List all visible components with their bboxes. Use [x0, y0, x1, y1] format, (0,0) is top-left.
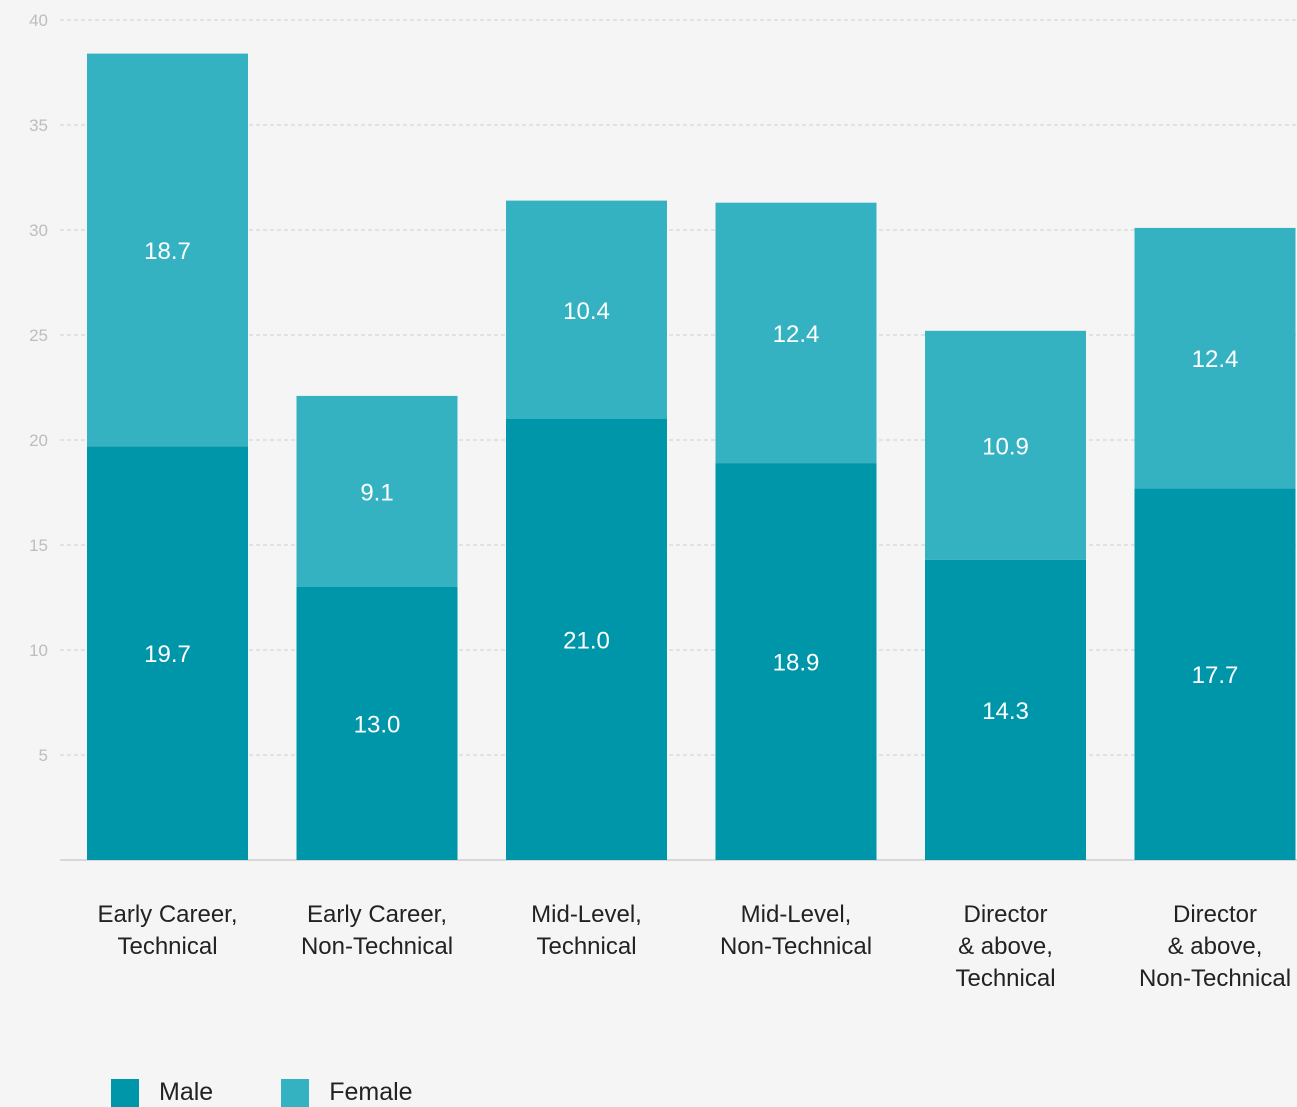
data-label-male-1: 13.0 — [354, 712, 401, 739]
legend-item-male: Male — [111, 1078, 213, 1107]
bar-female-3 — [715, 202, 877, 464]
data-label-female-3: 12.4 — [773, 321, 820, 348]
legend-item-female: Female — [281, 1078, 413, 1107]
x-category-label-line: Mid-Level, — [531, 901, 642, 928]
legend-label-female: Female — [329, 1078, 413, 1106]
legend: Male Female — [111, 1078, 481, 1107]
y-tick-label: 30 — [29, 221, 48, 240]
bar-male-5 — [1134, 488, 1296, 860]
y-tick-label: 35 — [29, 116, 48, 135]
data-label-female-0: 18.7 — [144, 238, 191, 265]
data-label-female-5: 12.4 — [1192, 346, 1239, 373]
legend-swatch-male — [111, 1078, 139, 1107]
bar-female-2 — [506, 200, 667, 419]
data-label-male-2: 21.0 — [563, 628, 610, 655]
x-category-label-line: Early Career, — [97, 901, 237, 928]
data-label-female-2: 10.4 — [563, 298, 610, 325]
y-tick-label: 10 — [29, 641, 48, 660]
bar-female-1 — [296, 395, 458, 587]
y-tick-label: 5 — [39, 746, 48, 765]
x-category-label-line: & above, — [958, 933, 1053, 960]
data-label-male-0: 19.7 — [144, 641, 191, 668]
x-category-label-0: Early Career, Technical — [97, 901, 237, 960]
x-category-label-line: Technical — [536, 933, 636, 960]
data-label-female-4: 10.9 — [982, 433, 1029, 460]
y-tick-label: 20 — [29, 431, 48, 450]
y-tick-label: 25 — [29, 326, 48, 345]
y-tick-label: 15 — [29, 536, 48, 555]
legend-label-male: Male — [159, 1078, 214, 1106]
legend-swatch-female — [281, 1078, 310, 1107]
bar-male-3 — [715, 463, 877, 860]
x-category-label-3: Mid-Level, Non-Technical — [720, 901, 872, 960]
x-category-label-line: Non-Technical — [1139, 965, 1291, 992]
x-category-label-line: Director — [963, 901, 1047, 928]
bar-male-1 — [296, 587, 458, 860]
bar-male-0 — [87, 446, 248, 860]
x-category-label-1: Early Career, Non-Technical — [301, 901, 453, 960]
stacked-bar-chart: 5 10 15 20 25 30 35 40 19.7 18.7 Early Career, Tech… — [29, 11, 1297, 992]
x-category-label-line: Director — [1173, 901, 1257, 928]
x-category-label-4: Director & above, Technical — [955, 901, 1055, 992]
x-category-label-line: Technical — [117, 933, 217, 960]
data-label-male-5: 17.7 — [1192, 662, 1239, 689]
x-category-label-line: Non-Technical — [720, 933, 872, 960]
bar-male-2 — [506, 419, 667, 860]
bar-female-4 — [925, 330, 1086, 560]
data-label-male-3: 18.9 — [773, 650, 820, 677]
x-category-label-5: Director & above, Non-Technical — [1139, 901, 1291, 992]
bar-female-0 — [87, 53, 248, 447]
x-category-label-line: & above, — [1168, 933, 1263, 960]
bar-female-5 — [1134, 227, 1296, 489]
x-category-label-line: Non-Technical — [301, 933, 453, 960]
y-tick-label: 40 — [29, 11, 48, 30]
x-category-label-2: Mid-Level, Technical — [531, 901, 642, 960]
x-category-label-line: Mid-Level, — [741, 901, 852, 928]
data-label-female-1: 9.1 — [360, 479, 393, 506]
bar-male-4 — [925, 559, 1086, 860]
x-category-label-line: Technical — [955, 965, 1055, 992]
x-category-label-line: Early Career, — [307, 901, 447, 928]
data-label-male-4: 14.3 — [982, 698, 1029, 725]
